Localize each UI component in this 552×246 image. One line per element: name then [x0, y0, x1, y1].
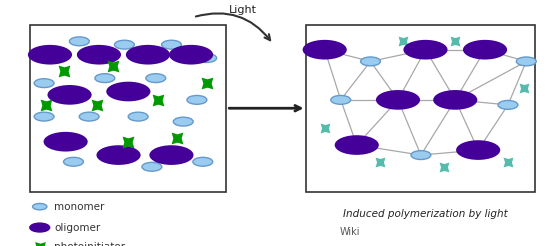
- Circle shape: [187, 95, 207, 104]
- Circle shape: [70, 37, 89, 46]
- Circle shape: [34, 79, 54, 88]
- Circle shape: [302, 40, 347, 60]
- Circle shape: [146, 74, 166, 83]
- Circle shape: [63, 157, 83, 166]
- Circle shape: [77, 45, 121, 64]
- Circle shape: [162, 40, 182, 49]
- Circle shape: [106, 82, 150, 101]
- Circle shape: [47, 85, 92, 105]
- Circle shape: [433, 90, 477, 110]
- Circle shape: [44, 132, 88, 152]
- Text: Light: Light: [229, 5, 257, 15]
- Text: photoinitiator: photoinitiator: [54, 242, 125, 246]
- FancyArrowPatch shape: [196, 13, 270, 40]
- Circle shape: [456, 140, 500, 160]
- Bar: [306, 25, 535, 192]
- Text: Wiki: Wiki: [339, 228, 360, 237]
- Circle shape: [411, 151, 431, 159]
- Circle shape: [516, 57, 536, 66]
- Circle shape: [126, 45, 170, 64]
- Circle shape: [376, 90, 420, 110]
- Text: monomer: monomer: [54, 202, 104, 212]
- Circle shape: [498, 100, 518, 109]
- Circle shape: [463, 40, 507, 60]
- Circle shape: [404, 40, 448, 60]
- Circle shape: [169, 45, 213, 64]
- Circle shape: [335, 135, 379, 155]
- Circle shape: [150, 145, 194, 165]
- Circle shape: [142, 162, 162, 171]
- Circle shape: [197, 54, 216, 62]
- Circle shape: [33, 203, 47, 210]
- Circle shape: [114, 40, 134, 49]
- Circle shape: [97, 145, 141, 165]
- Circle shape: [95, 74, 115, 83]
- Circle shape: [30, 223, 50, 232]
- Circle shape: [360, 57, 380, 66]
- Circle shape: [173, 117, 193, 126]
- Circle shape: [128, 112, 148, 121]
- Circle shape: [193, 157, 213, 166]
- Bar: [30, 25, 226, 192]
- Text: oligomer: oligomer: [54, 223, 100, 232]
- Text: Induced polymerization by light: Induced polymerization by light: [343, 209, 507, 219]
- Circle shape: [34, 112, 54, 121]
- Circle shape: [28, 45, 72, 64]
- Circle shape: [79, 112, 99, 121]
- Circle shape: [331, 95, 351, 104]
